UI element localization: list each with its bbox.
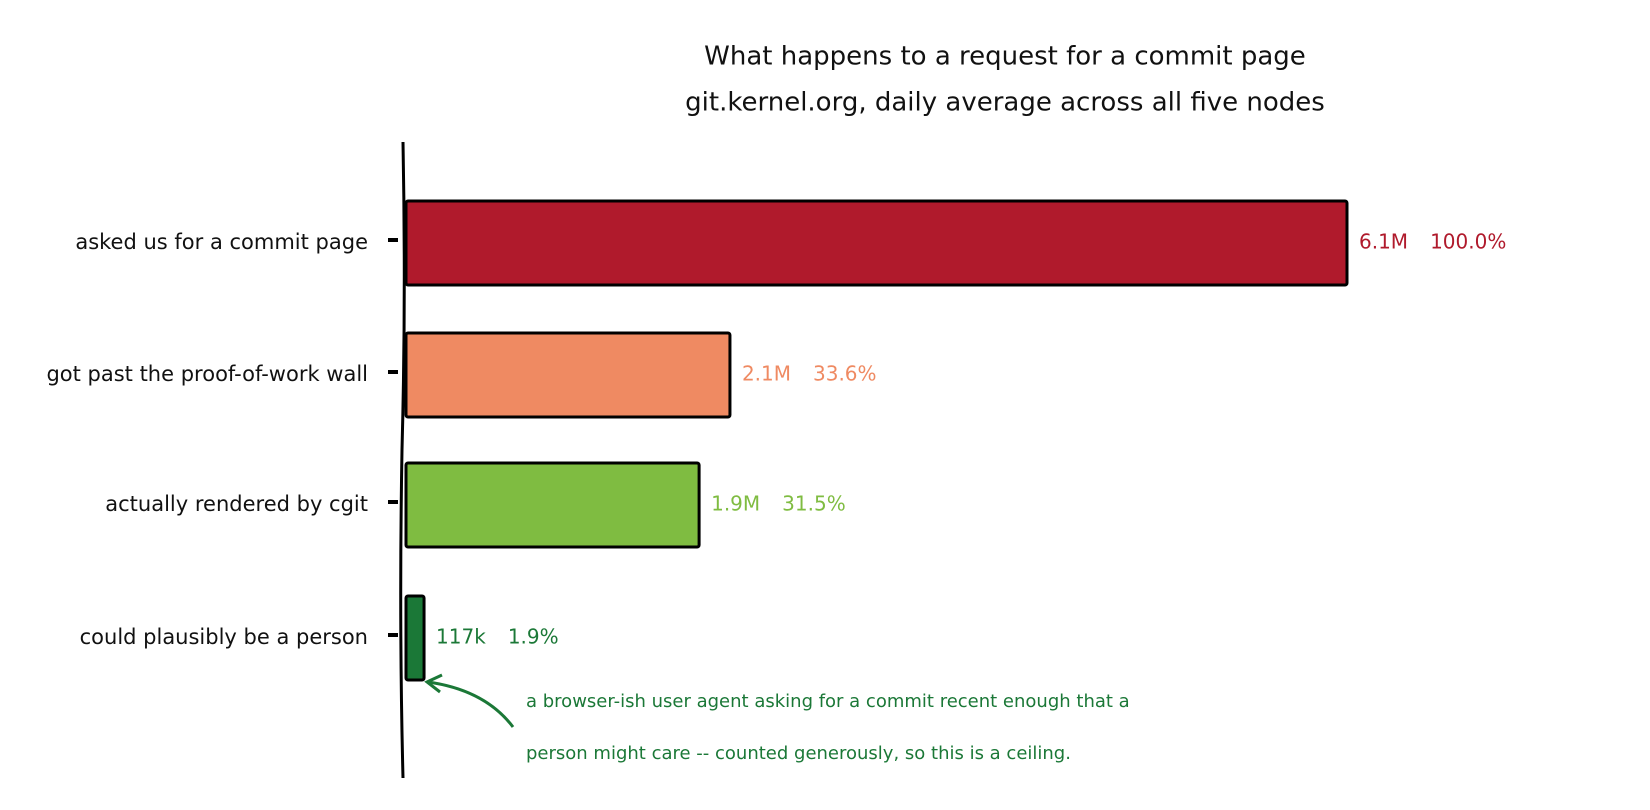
chart-title: What happens to a request for a commit p…: [704, 42, 1306, 72]
y-tick-label: actually rendered by cgit: [105, 492, 368, 516]
annotation-arrowhead: [424, 673, 443, 694]
y-tick-label: could plausibly be a person: [80, 625, 368, 649]
bar: [404, 594, 426, 682]
bar: [404, 461, 701, 549]
percent-label: 100.0%: [1430, 230, 1506, 254]
value-label: 6.1M: [1359, 230, 1408, 254]
chart-subtitle: git.kernel.org, daily average across all…: [685, 88, 1325, 118]
percent-label: 33.6%: [813, 362, 877, 386]
annotation-arrow: [427, 680, 515, 728]
value-label: 1.9M: [711, 492, 760, 516]
annotation: a browser-ish user agent asking for a co…: [526, 691, 1130, 712]
percent-label: 1.9%: [508, 625, 559, 649]
bar: [404, 199, 1349, 287]
y-axis: [399, 141, 406, 779]
value-label: 2.1M: [742, 362, 791, 386]
y-tick-label: got past the proof-of-work wall: [46, 362, 368, 386]
bar: [404, 331, 732, 419]
value-label: 117k: [436, 625, 486, 649]
percent-label: 31.5%: [782, 492, 846, 516]
annotation: person might care -- counted generously,…: [526, 743, 1071, 764]
y-tick-label: asked us for a commit page: [75, 230, 368, 254]
